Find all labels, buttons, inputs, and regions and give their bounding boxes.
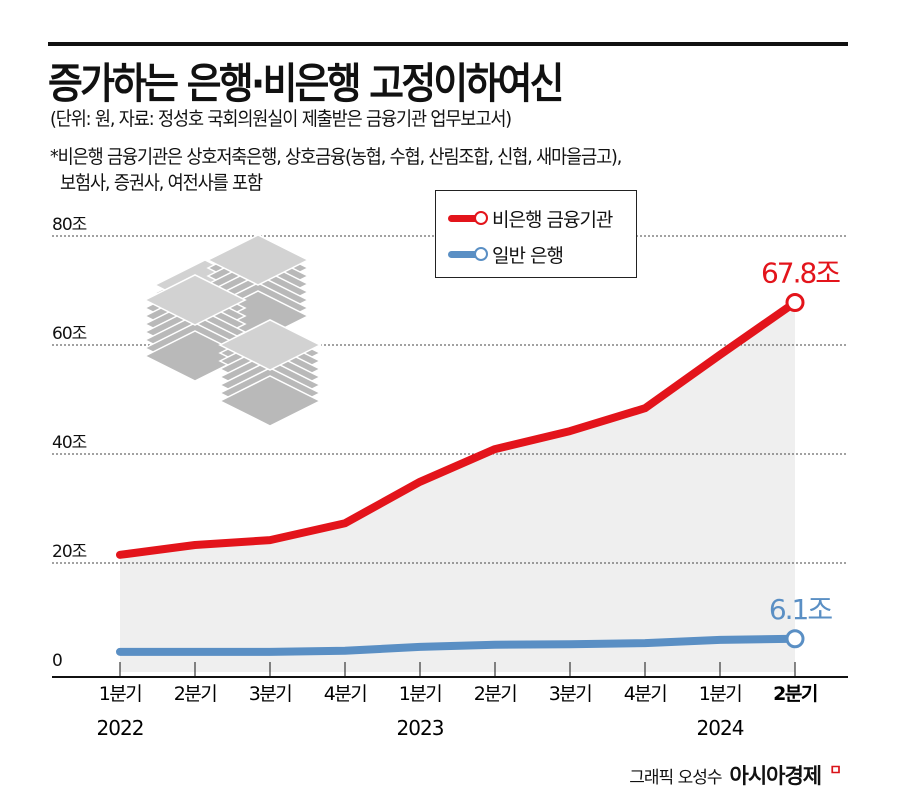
graphic-credit: 그래픽 오성수 (629, 767, 722, 788)
y-tick-label: 0 (52, 651, 62, 671)
area-fill (120, 302, 795, 672)
legend-label: 비은행 금융기관 (492, 209, 613, 231)
year-label: 2022 (97, 716, 144, 740)
x-tick-label: 3분기 (549, 683, 592, 705)
x-tick-label: 3분기 (249, 683, 292, 705)
y-tick-label: 60조 (52, 324, 87, 344)
end-value-label: 67.8조 (761, 256, 840, 289)
x-tick-label: 2분기 (773, 683, 817, 705)
legend-item-bank: 일반 은행 (448, 241, 564, 268)
note-line-2: 보험사, 증권사, 여전사를 포함 (60, 172, 263, 194)
y-tick-label: 20조 (52, 542, 87, 562)
y-tick-label: 80조 (52, 215, 87, 235)
brand-mark-icon: ㅁ (829, 763, 842, 779)
brand-logo: 아시아경제 (729, 764, 823, 788)
y-tick-label: 40조 (52, 433, 87, 453)
x-tick-label: 4분기 (624, 683, 667, 705)
note-line-1: *비은행 금융기관은 상호저축은행, 상호금융(농협, 수협, 산림조합, 신협… (50, 146, 622, 168)
series-line-1 (116, 634, 799, 656)
x-tick-label: 2분기 (474, 683, 517, 705)
legend-swatch-red (448, 211, 488, 225)
end-point-marker (785, 629, 805, 649)
money-stacks-icon (143, 234, 322, 427)
series-line-0 (116, 298, 799, 559)
legend-swatch-blue (448, 247, 488, 261)
end-value-label: 6.1조 (769, 593, 833, 626)
x-tick-label: 1분기 (699, 683, 742, 705)
legend-label: 일반 은행 (492, 245, 564, 267)
x-tick-label: 2분기 (174, 683, 217, 705)
x-tick-label: 1분기 (399, 683, 442, 705)
end-point-marker (785, 292, 805, 312)
subtitle: (단위: 원, 자료: 정성호 국회의원실이 제출받은 금융기관 업무보고서) (50, 108, 512, 130)
chart-title: 증가하는 은행·비은행 고정이하여신 (48, 59, 564, 108)
footer: 그래픽 오성수 아시아경제 ㅁ (629, 760, 842, 790)
year-label: 2024 (697, 716, 744, 740)
x-tick-label: 4분기 (324, 683, 367, 705)
top-rule (48, 42, 848, 46)
legend: 비은행 금융기관 일반 은행 (435, 190, 637, 278)
year-label: 2023 (397, 716, 444, 740)
legend-item-nonbank: 비은행 금융기관 (448, 205, 613, 232)
x-tick-label: 1분기 (99, 683, 142, 705)
